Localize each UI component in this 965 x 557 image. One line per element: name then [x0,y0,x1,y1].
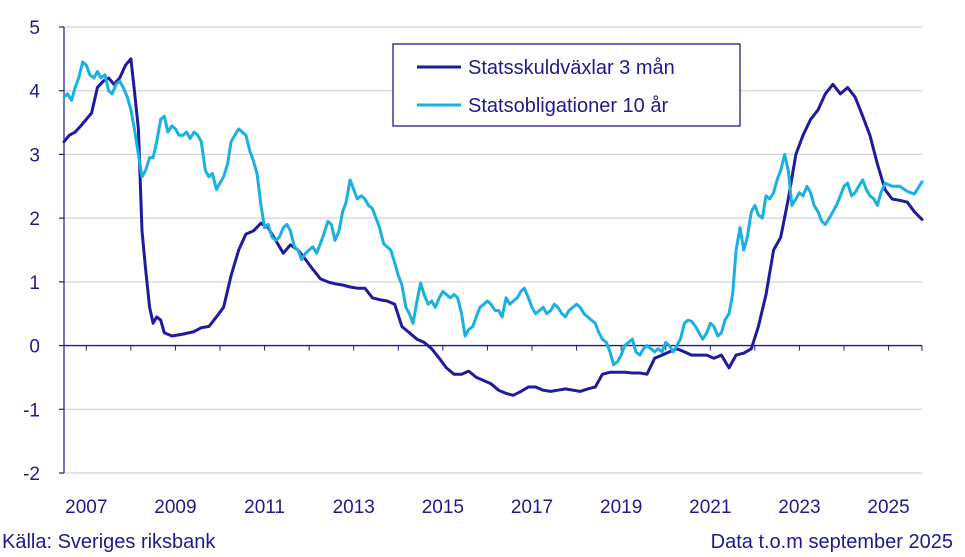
y-tick-label: 2 [29,209,40,230]
y-tick-label: 5 [29,18,40,39]
y-tick-label: 1 [29,273,40,294]
series-line-statsobligationer [62,60,924,367]
legend-label: Statsobligationer 10 år [468,95,668,117]
series-line-statsskuldvaxlar [62,57,924,397]
data-note: Data t.o.m september 2025 [710,531,953,553]
source-note: Källa: Sveriges riksbank [2,531,216,553]
x-tick-label: 2015 [422,497,464,518]
y-tick-label: 4 [29,82,40,103]
y-tick-label: -1 [23,400,40,421]
x-tick-label: 2017 [511,497,553,518]
axes: -2 -1 0 1 2 3 4 5 2007 2009 2011 2013 2015 2017 2019 20… [23,18,923,518]
x-tick-label: 2011 [244,497,285,518]
legend-box [392,43,741,127]
y-tick-label: 0 [29,337,40,358]
x-tick-label: 2019 [600,497,642,518]
x-tick-label: 2009 [154,497,196,518]
legend-label: Statsskuldväxlar 3 mån [468,57,675,79]
x-tick-label: 2013 [333,497,375,518]
x-tick-label: 2007 [65,497,107,518]
series-lines [62,57,924,397]
x-tick-label: 2025 [867,497,909,518]
x-tick-label: 2021 [689,497,731,518]
x-tick-label: 2023 [778,497,820,518]
y-tick-label: 3 [29,145,40,166]
legend: Statsskuldväxlar 3 mån Statsobligationer … [392,43,741,127]
y-tick-label: -2 [23,464,40,485]
